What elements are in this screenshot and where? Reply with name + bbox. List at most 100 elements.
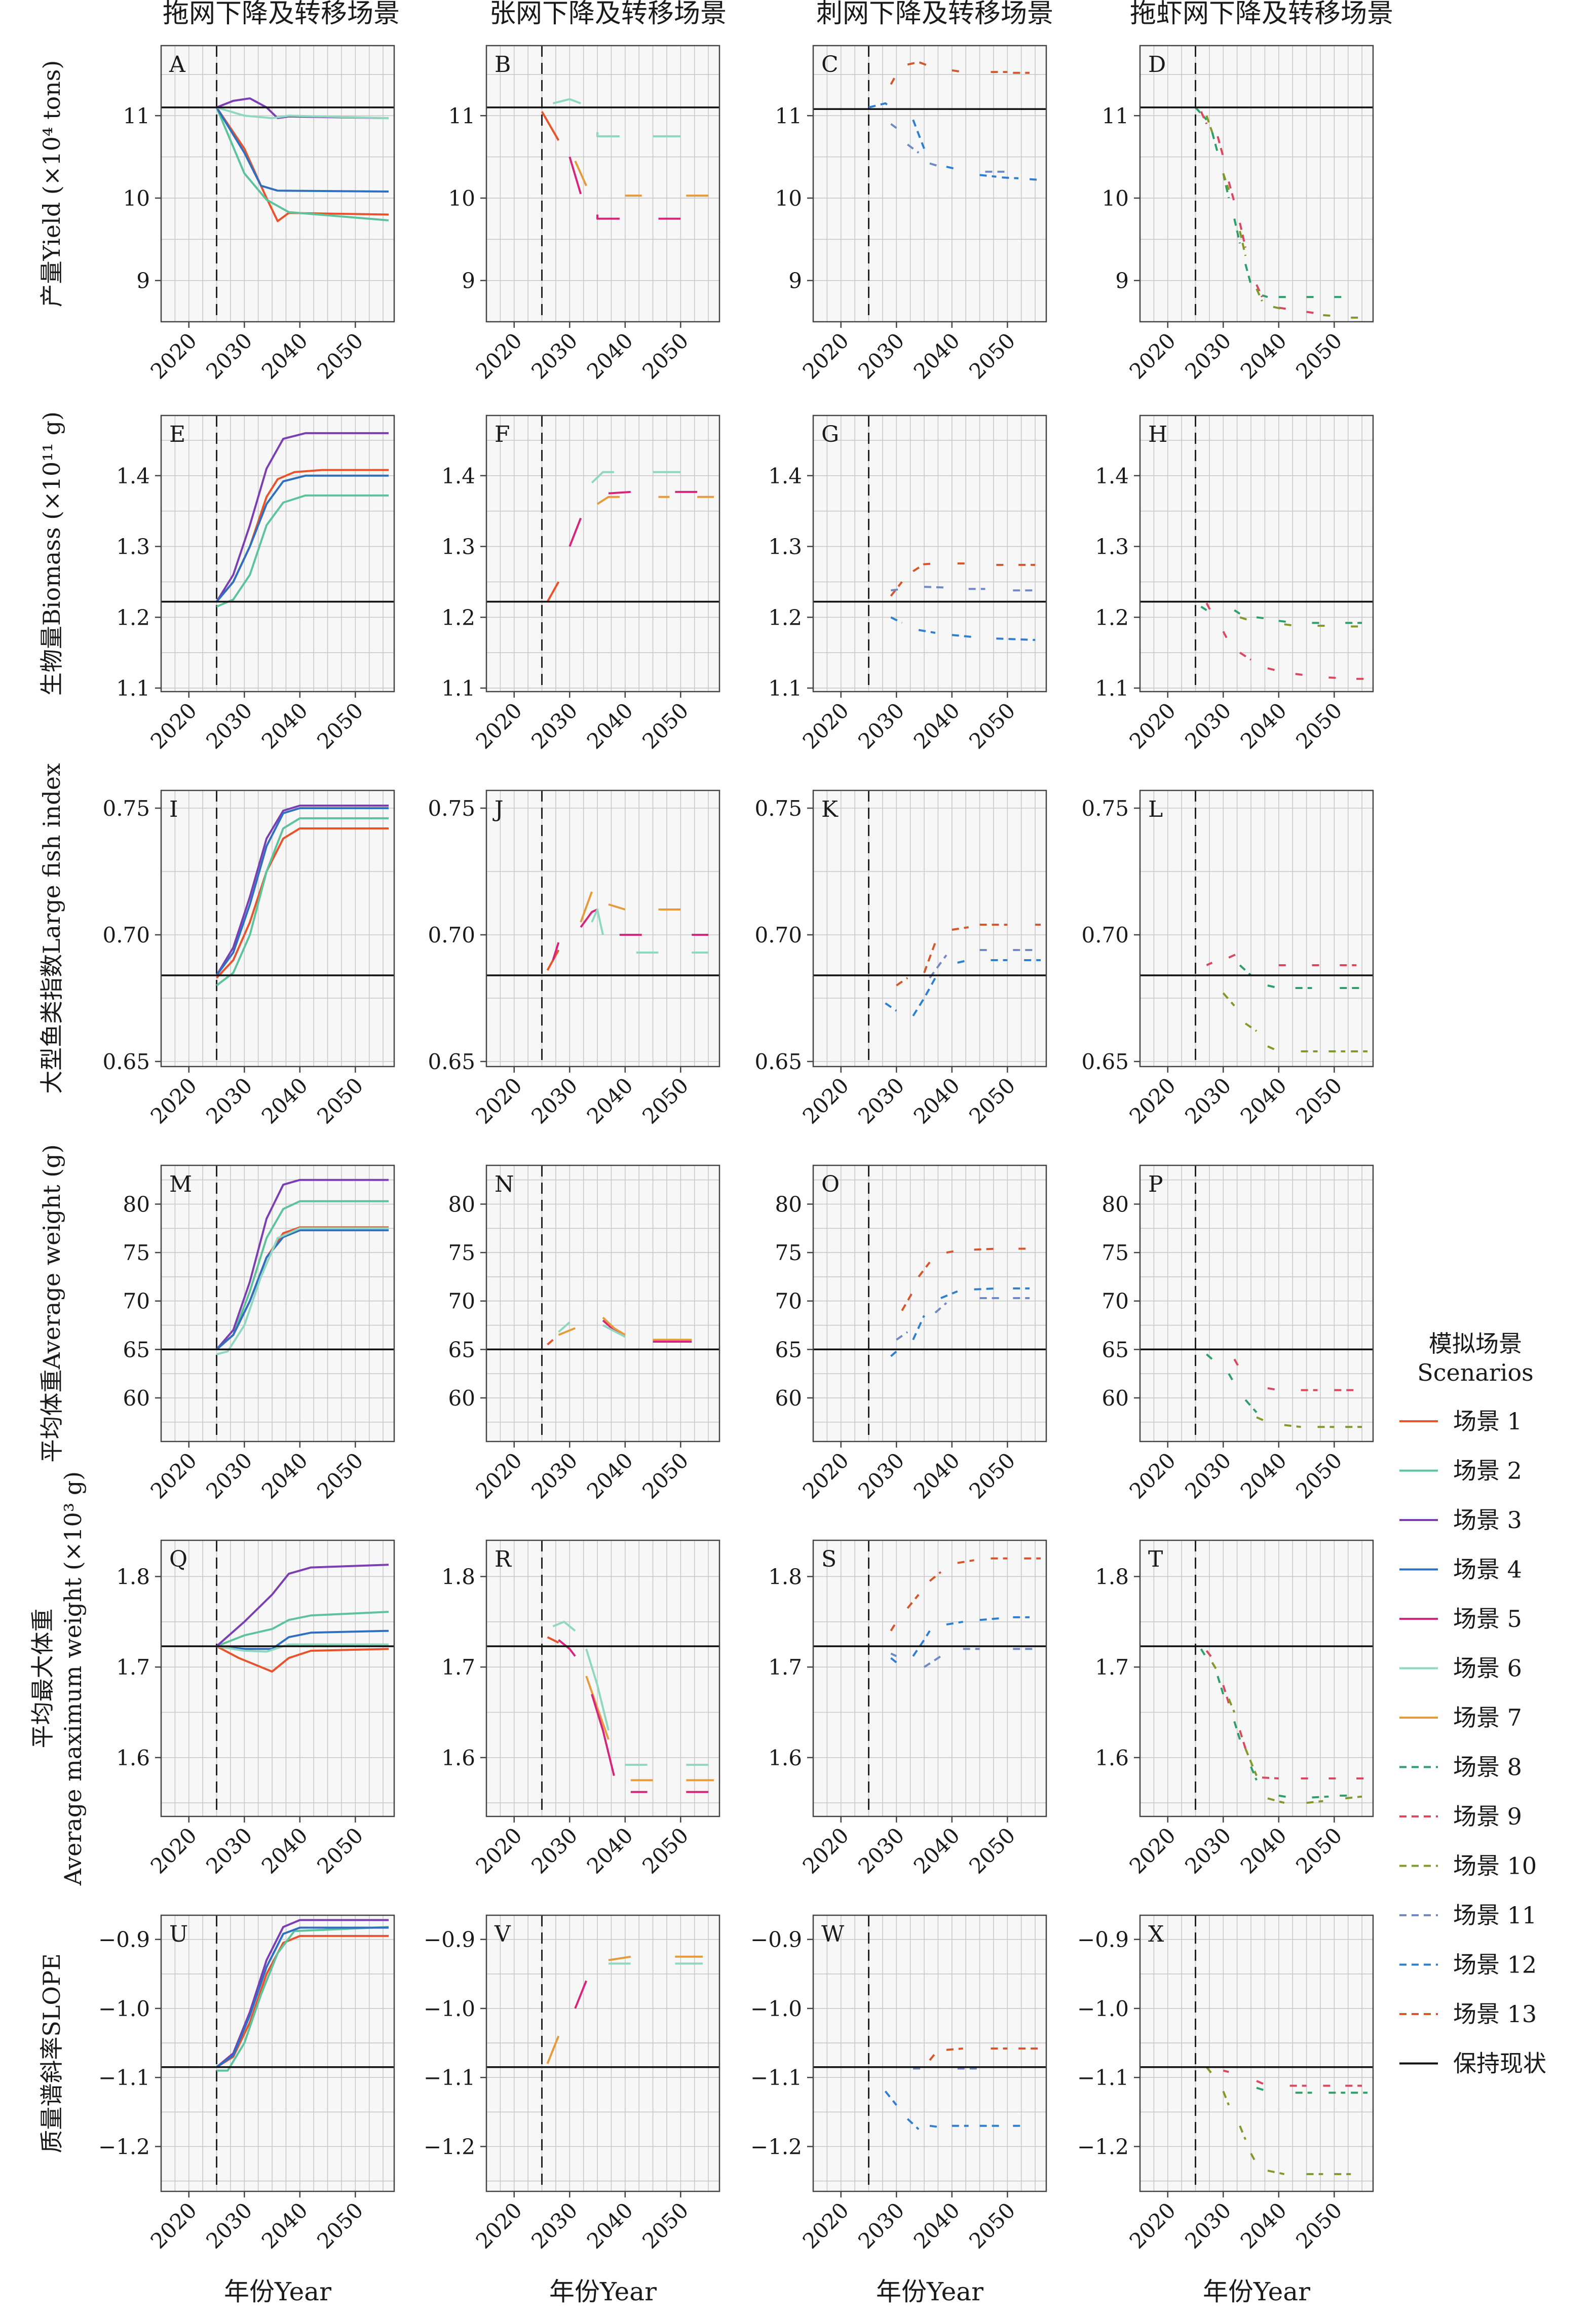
series-line: [890, 1621, 898, 1632]
x-tick-label: 2050: [637, 2197, 693, 2253]
series-line: [1256, 1416, 1268, 1423]
panel-label: G: [821, 422, 839, 447]
x-tick-label: 2020: [471, 1448, 527, 1503]
x-tick-label: 2040: [257, 1448, 313, 1503]
panel-label: E: [169, 422, 185, 447]
x-tick-label: 2050: [1291, 328, 1347, 384]
series-line: [906, 1594, 920, 1609]
series-line: [907, 143, 920, 154]
y-tick-label: 9: [1115, 269, 1129, 293]
plot-frame: [812, 789, 1047, 1068]
y-tick-label: 0.75: [102, 796, 150, 821]
series-line: [946, 166, 958, 170]
legend-label: 场景 2: [1453, 1457, 1522, 1485]
x-tick-label: 2030: [526, 1448, 582, 1503]
x-tick-label: 2050: [964, 1823, 1020, 1878]
y-tick-label: 65: [448, 1337, 475, 1362]
legend-item: 场景 1: [1399, 1408, 1522, 1435]
x-tick-label: 2050: [637, 1073, 693, 1128]
series-line: [602, 1324, 626, 1338]
x-tick-label: 2050: [312, 1073, 368, 1128]
x-tick-label: 2050: [637, 1448, 693, 1503]
series-line: [216, 1227, 389, 1355]
plot-background: [161, 1165, 394, 1441]
x-tick-label: 2030: [1180, 698, 1236, 753]
y-tick-label: 1.3: [441, 535, 475, 559]
x-tick-label: 2030: [853, 1448, 909, 1503]
y-tick-label: 0.70: [754, 923, 802, 947]
series-line: [546, 2035, 560, 2064]
plot-background: [161, 790, 394, 1067]
x-tick-label: 2030: [1180, 328, 1236, 384]
x-axis-label: 年份Year: [224, 2277, 331, 2306]
legend-item: 场景 8: [1399, 1754, 1522, 1781]
x-axis-labels: 年份Year 年份Year 年份Year 年份Year: [224, 2277, 1310, 2306]
series-line: [1002, 176, 1019, 179]
panel-U: U −1.2 −1.1 −1.0 −0.9 2020 2030 2040 2050: [98, 1914, 395, 2254]
series-line: [1029, 178, 1041, 181]
y-tick-label: 1.3: [116, 535, 150, 559]
series-line: [1228, 181, 1236, 203]
panel-label: W: [821, 1921, 845, 1947]
x-tick-label: 2050: [1291, 2197, 1347, 2253]
series-line: [929, 2125, 941, 2129]
y-tick-label: 1.8: [1095, 1564, 1129, 1589]
plot-background: [161, 415, 394, 692]
y-tick-label: 0.70: [102, 923, 150, 947]
x-tick-label: 2020: [146, 698, 202, 753]
y-tick-label: −1.0: [750, 1996, 802, 2021]
y-tick-label: 1.8: [116, 1564, 150, 1589]
series-line: [1239, 222, 1247, 248]
y-tick-label: 65: [1102, 1337, 1129, 1362]
y-tick-label: 1.1: [441, 676, 475, 701]
x-tick-label: 2020: [1125, 1073, 1181, 1128]
x-tick-label: 2040: [1236, 328, 1291, 384]
x-tick-label: 2020: [798, 2197, 854, 2253]
x-tick-label: 2030: [526, 1073, 582, 1128]
y-tick-label: 0.75: [428, 796, 475, 821]
panel-L: L 0.65 0.70 0.75 2020 2030 2040 2050: [1081, 789, 1374, 1129]
series-line: [1239, 1730, 1247, 1749]
series-line: [215, 805, 389, 976]
panel-R: R 1.6 1.7 1.8 2020 2030 2040 2050: [441, 1539, 720, 1879]
x-tick-label: 2030: [201, 2197, 257, 2253]
y-tick-label: 0.65: [102, 1049, 150, 1074]
plot-frame: [160, 45, 395, 323]
y-tick-label: 11: [1102, 103, 1129, 128]
x-tick-label: 2050: [964, 1448, 1020, 1503]
y-tick-label: 1.3: [768, 535, 802, 559]
series-line: [216, 1629, 389, 1650]
series-line: [923, 942, 936, 973]
series-line: [1267, 1045, 1279, 1052]
x-tick-label: 2020: [1125, 328, 1181, 384]
series-line: [868, 102, 892, 108]
series-line: [1239, 2125, 1246, 2140]
plot-frame: [1139, 1164, 1374, 1443]
plot-frame: [485, 789, 720, 1068]
series-line: [216, 817, 389, 987]
series-line: [890, 616, 903, 624]
x-tick-label: 2040: [257, 1073, 313, 1128]
series-line: [596, 132, 620, 137]
series-line: [568, 157, 582, 195]
x-tick-label: 2030: [526, 1823, 582, 1878]
series-line: [215, 106, 389, 193]
legend-items: 场景 1 场景 2 场景 3 场景 4 场景 5 场景 6 场景 7 场景 8 场景 9 场景 1…: [1399, 1408, 1546, 2077]
x-tick-label: 2030: [853, 1073, 909, 1128]
y-tick-label: 1.2: [441, 605, 475, 630]
series-line: [568, 517, 582, 547]
series-line: [1222, 173, 1230, 191]
plot-frame: [485, 45, 720, 323]
panel-label: M: [169, 1171, 192, 1197]
series-line: [1239, 652, 1252, 661]
x-tick-label: 2020: [1125, 1448, 1181, 1503]
plot-frame: [160, 789, 395, 1068]
y-tick-label: 70: [1102, 1289, 1129, 1314]
x-axis-label: 年份Year: [1203, 2277, 1310, 2306]
series-line: [1244, 263, 1252, 285]
y-tick-label: −1.2: [750, 2134, 802, 2159]
series-line: [552, 942, 560, 961]
y-tick-label: 0.65: [428, 1049, 475, 1074]
x-tick-label: 2040: [582, 698, 638, 753]
y-tick-label: −1.2: [98, 2134, 150, 2159]
